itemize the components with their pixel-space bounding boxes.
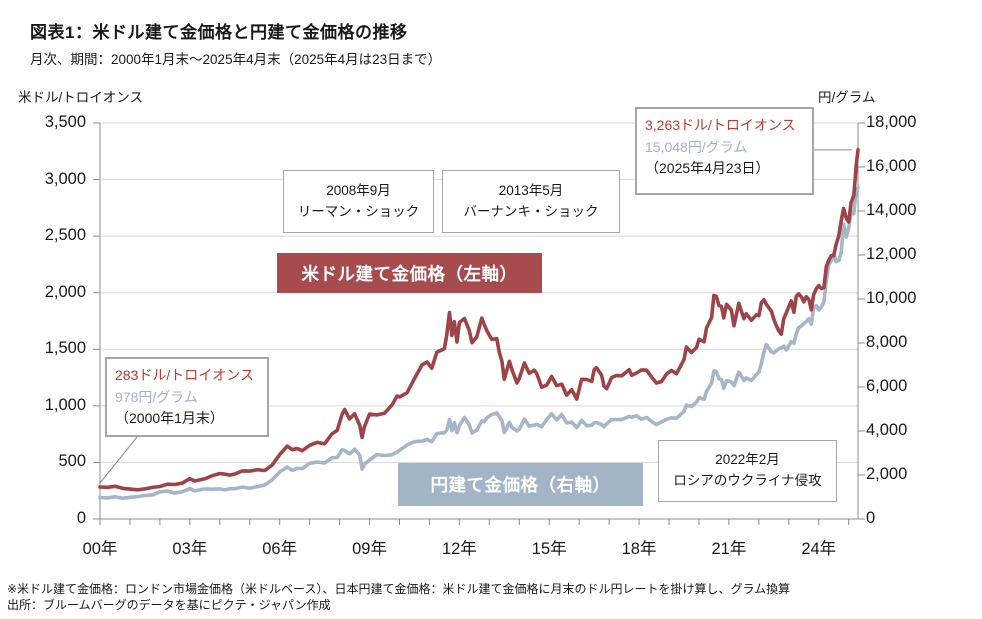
jpy-series-label: 円建て金価格（右軸）: [398, 463, 643, 506]
annotation-start-values: 283ドル/トロイオンス 978円/グラム （2000年1月末）: [105, 357, 269, 437]
x-axis-tick-label: 06年: [262, 540, 298, 558]
x-axis-tick-label: 09年: [352, 540, 387, 558]
page-title: 図表1：米ドル建て金価格と円建て金価格の推移: [30, 23, 408, 42]
x-axis-tick-label: 12年: [441, 540, 477, 558]
left-axis-tick-label: 2,000: [44, 282, 86, 301]
lehman-date: 2008年9月: [326, 182, 391, 198]
start-jpy-value: 978円/グラム: [115, 388, 198, 405]
start-callout-leader-line: [99, 436, 138, 484]
right-axis-tick-label: 0: [866, 509, 876, 527]
annotation-lehman-shock: 2008年9月 リーマン・ショック: [283, 170, 434, 233]
footnote-note: ※米ドル建て金価格：ロンドン市場金価格（米ドルベース）、日本円建て金価格：米ドル…: [7, 582, 791, 596]
annotation-bernanke-shock: 2013年5月 バーナンキ・ショック: [442, 170, 620, 233]
end-usd-value: 3,263ドル/トロイオンス: [645, 117, 796, 133]
start-usd-value: 283ドル/トロイオンス: [115, 367, 254, 383]
ukraine-label: ロシアのウクライナ侵攻: [673, 473, 822, 488]
start-date: （2000年1月末）: [115, 410, 224, 427]
lehman-label: リーマン・ショック: [297, 203, 420, 219]
left-axis-unit-label: 米ドル/トロイオンス: [18, 90, 143, 105]
right-axis-tick-label: 10,000: [866, 289, 917, 307]
x-axis-tick-label: 21年: [711, 540, 747, 558]
footnote-source: 出所：ブルームバーグのデータを基にピクテ・ジャパン作成: [7, 598, 331, 612]
left-axis-tick-label: 1,500: [44, 339, 86, 358]
right-axis-tick-label: 16,000: [866, 157, 917, 175]
jpy-gold-price-line: [98, 186, 860, 501]
x-axis-tick-label: 18年: [621, 540, 657, 558]
right-axis-tick-label: 8,000: [866, 333, 908, 351]
left-axis-tick-label: 2,500: [44, 226, 86, 245]
right-axis-tick-label: 12,000: [866, 245, 917, 263]
usd-series-label: 米ドル建て金価格（左軸）: [277, 253, 542, 293]
right-axis-tick-label: 18,000: [866, 113, 917, 131]
x-axis-tick-label: 03年: [172, 540, 208, 558]
left-axis-tick-label: 500: [58, 452, 86, 471]
right-axis-tick-label: 2,000: [866, 465, 908, 483]
annotation-ukraine-invasion: 2022年2月 ロシアのウクライナ侵攻: [658, 440, 837, 502]
left-axis-tick-label: 1,000: [44, 395, 86, 414]
left-axis-tick-label: 3,000: [44, 169, 86, 188]
bernanke-date: 2013年5月: [498, 182, 564, 198]
chart-subtitle: 月次、期間：2000年1月末～2025年4月末（2025年4月は23日まで）: [30, 52, 442, 67]
x-axis-tick-label: 15年: [531, 540, 567, 558]
usd-series-label-text: 米ドル建て金価格（左軸）: [301, 263, 518, 284]
annotation-end-values: 3,263ドル/トロイオンス 15,048円/グラム （2025年4月23日）: [635, 107, 814, 195]
end-jpy-value: 15,048円/グラム: [645, 138, 748, 155]
usd-gold-price-line: [98, 148, 860, 492]
bernanke-label: バーナンキ・ショック: [463, 203, 599, 219]
x-axis-tick-label: 24年: [801, 540, 837, 558]
jpy-series-label-text: 円建て金価格（右軸）: [430, 475, 611, 495]
right-axis-tick-label: 4,000: [866, 421, 908, 439]
ukraine-date: 2022年2月: [715, 452, 780, 468]
x-axis-tick-label: 00年: [82, 540, 118, 558]
left-axis-tick-label: 3,500: [44, 113, 86, 131]
right-axis-tick-label: 6,000: [866, 377, 908, 395]
end-date: （2025年4月23日）: [645, 160, 770, 177]
left-axis-tick-label: 0: [76, 509, 86, 527]
right-axis-tick-label: 14,000: [866, 201, 917, 219]
right-axis-unit-label: 円/グラム: [818, 90, 876, 105]
